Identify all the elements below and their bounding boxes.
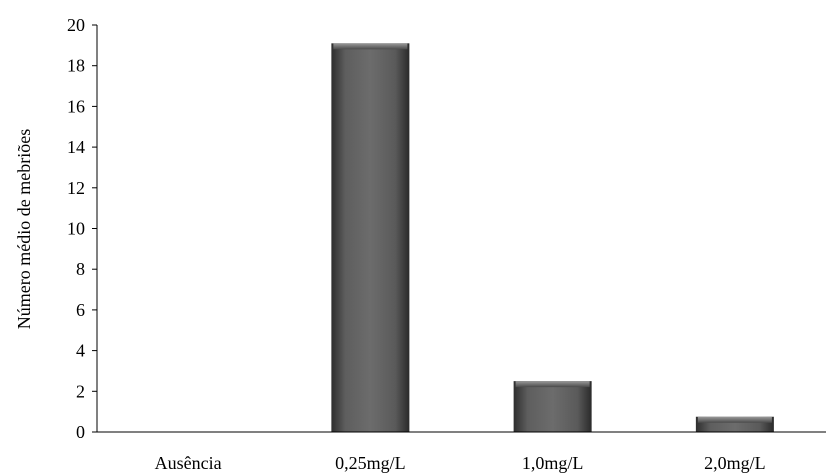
x-tick-label: 2,0mg/L	[704, 453, 766, 473]
x-tick-label: 0,25mg/L	[335, 453, 406, 473]
y-axis: 0 2 4 6 8 10 12 14 16 18 20	[67, 15, 97, 442]
x-axis: Ausência 0,25mg/L 1,0mg/L 2,0mg/L	[155, 453, 766, 473]
y-tick-label: 4	[76, 341, 85, 361]
y-tick-label: 6	[76, 300, 85, 320]
y-tick-label: 12	[67, 178, 85, 198]
y-tick-label: 20	[67, 15, 85, 35]
bar-top-bevel	[333, 43, 408, 50]
x-tick-label: Ausência	[155, 453, 222, 473]
bar-top-bevel	[697, 416, 772, 423]
bar	[695, 416, 774, 432]
bar-body	[513, 381, 592, 432]
y-tick-label: 0	[76, 422, 85, 442]
bar	[331, 43, 410, 432]
y-tick-label: 16	[67, 96, 85, 116]
bars-group	[331, 43, 774, 432]
y-tick-label: 14	[67, 137, 85, 157]
y-tick-label: 8	[76, 259, 85, 279]
bar	[513, 381, 592, 432]
x-tick-label: 1,0mg/L	[522, 453, 584, 473]
bar-body	[331, 43, 410, 432]
y-axis-title: Número médio de mebriões	[14, 129, 34, 329]
bar-top-bevel	[515, 381, 590, 388]
y-tick-label: 2	[76, 381, 85, 401]
y-tick-label: 18	[67, 56, 85, 76]
y-tick-label: 10	[67, 219, 85, 239]
